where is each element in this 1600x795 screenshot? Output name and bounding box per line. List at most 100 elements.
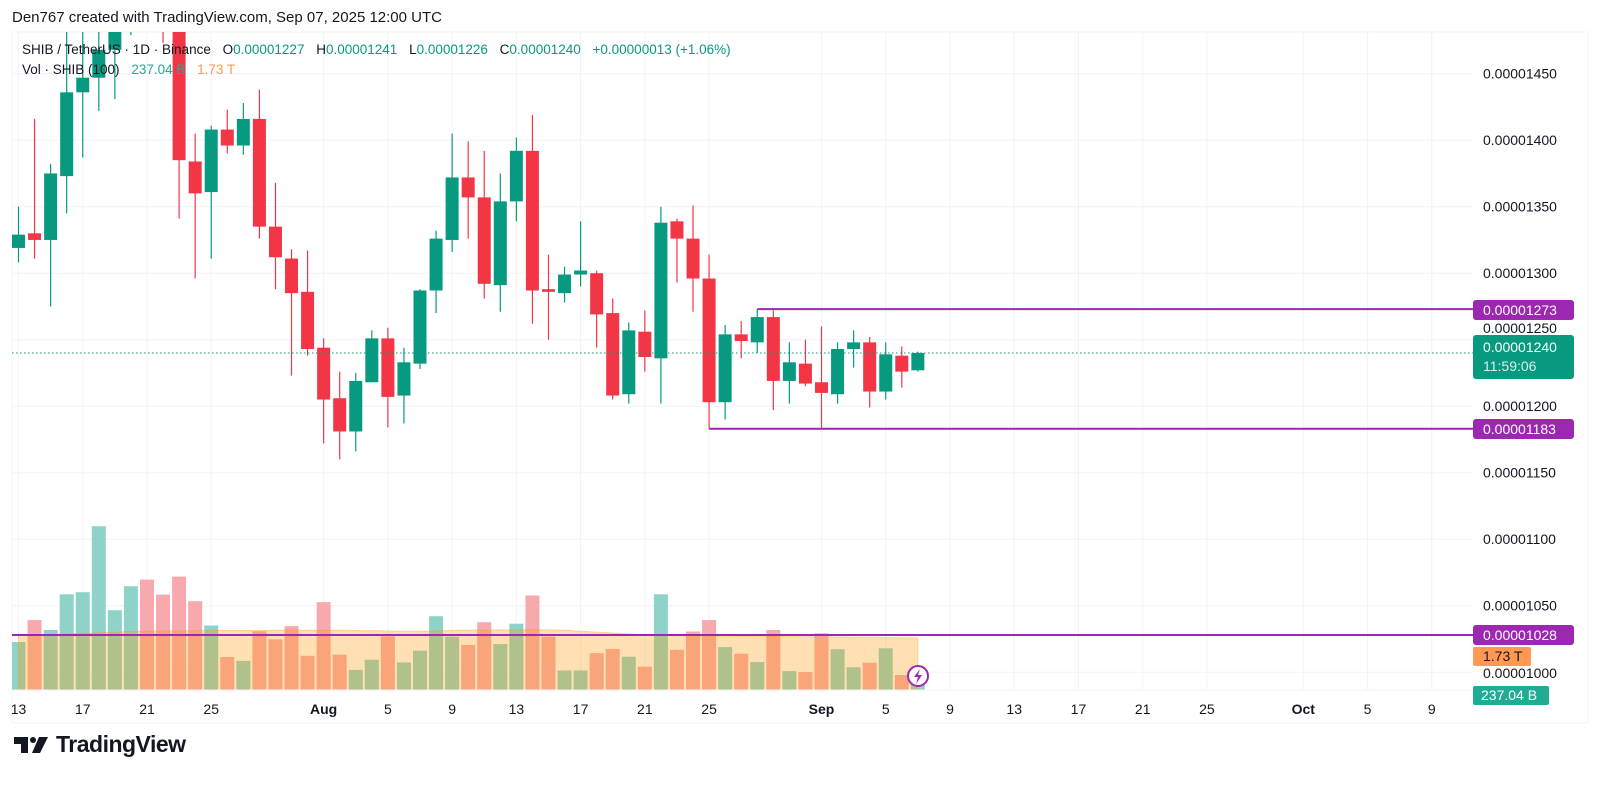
volume-bar [557,670,572,690]
time-tick-label: Aug [310,701,337,717]
volume-bar [605,648,620,690]
volume-bar [734,653,749,690]
close-label: C [499,42,510,57]
volume-bar [573,670,588,690]
candle-body [60,92,74,177]
volume-bar [316,602,331,690]
candle [606,298,620,400]
candle-body [509,150,523,202]
candle [268,182,282,290]
candle-body [541,289,555,292]
open-value: 0.00001227 [233,42,305,57]
candle [493,173,507,312]
candle [525,114,539,324]
volume-pane [12,526,925,690]
candle-body [445,177,459,240]
volume-bar [156,594,171,690]
candle [162,32,164,44]
candle-body [429,238,443,291]
volume-value: 237.04 B [1481,687,1537,703]
candle [638,310,652,372]
candle-body [574,270,588,275]
price-tick-label: 0.00001450 [1483,66,1557,82]
candle [734,321,748,359]
lightning-icon[interactable] [907,665,929,687]
candle [76,32,90,158]
volume-bar [284,626,299,690]
candle [461,141,475,239]
change-value: +0.00000013 (+1.06%) [592,42,731,57]
candle-body [92,49,106,78]
time-axis[interactable]: 13 17 21 25 Aug 5 9 13 17 21 25 Sep 5 9 13 17 21 25 Oct 5 9 [11,689,1473,717]
volume-indicator-name[interactable]: Vol · SHIB (100) [22,62,120,77]
volume-bar [830,649,845,690]
candle [92,32,106,111]
candle [911,351,925,372]
candle-body [863,342,877,392]
attribution: Den767 created with TradingView.com, Sep… [12,9,442,26]
candle [895,346,909,388]
time-tick-label: 9 [448,701,456,717]
candle-body [622,330,636,395]
candle [12,206,25,263]
time-tick-label: 17 [1071,701,1087,717]
volume-bar [172,576,187,690]
volume-bar [718,647,733,690]
price-axis[interactable]: 0.00001450 0.00001400 0.00001350 0.00001300… [1483,66,1557,681]
volume-bar [782,671,797,690]
volume-bar [589,653,604,690]
time-tick-label: 17 [75,701,91,717]
high-value: 0.00001241 [325,42,398,57]
candle-body [477,197,491,284]
candle [301,250,315,356]
volume-ma-value: 1.73 T [1483,648,1523,664]
candle [766,310,780,411]
volume-bar [862,662,877,690]
volume-bar [525,595,540,690]
candle [172,32,186,219]
horizontal-levels[interactable] [12,308,1473,636]
candle-body [718,334,732,403]
volume-legend-value: 237.04 B [131,62,186,77]
price-tick-label: 0.00001400 [1483,132,1557,148]
time-tick-label: 13 [1006,701,1022,717]
candle [686,205,700,312]
volume-bar [188,601,203,690]
tradingview-logo[interactable]: TradingView [14,731,186,758]
price-tick-label: 0.00001100 [1483,531,1556,547]
candle [349,372,363,452]
tradingview-logo-icon [14,736,48,753]
price-tick-label: 0.00001350 [1483,199,1557,215]
volume-bar [461,645,476,690]
bar-countdown: 11:59:06 [1483,358,1537,374]
volume-bar [413,650,427,690]
volume-bar [798,672,813,690]
candle [654,206,668,404]
lower-level-value: 0.00001028 [1483,627,1557,643]
candle [60,32,74,214]
volume-bar [766,630,781,690]
time-tick-label: 25 [203,701,219,717]
candle [847,330,861,368]
volume-ma-label: 1.73 T [1473,647,1531,666]
candle-body [140,1,153,8]
volume-ma-area [18,629,919,690]
time-tick-label: Sep [809,701,835,717]
candle-body [782,362,796,381]
candle [445,133,459,252]
candle [558,266,572,303]
candle [718,325,732,420]
volume-bar [332,654,347,690]
candle-body [590,273,604,315]
symbol-name[interactable]: SHIB / TetherUS · 1D · Binance [22,42,211,57]
candle [670,218,684,283]
candle-body [895,355,909,372]
candle-body [911,353,925,371]
candle [397,347,411,424]
candle-body [268,226,282,258]
volume-bar [268,639,283,690]
volume-legend: Vol · SHIB (100) 237.04 B 1.73 T [22,62,235,77]
volume-bar [12,642,26,690]
candle-body [44,173,58,240]
